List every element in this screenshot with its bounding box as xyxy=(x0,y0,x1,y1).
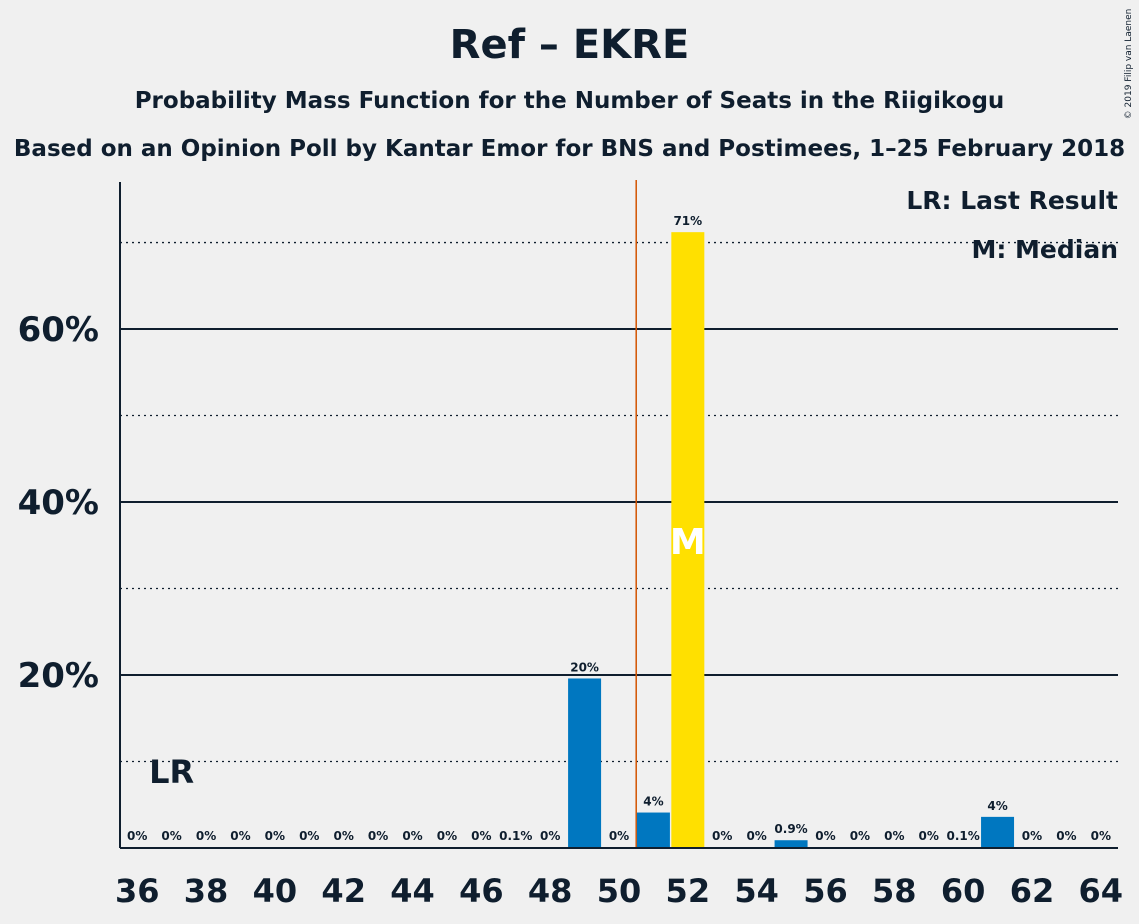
bar-seat-55 xyxy=(774,840,808,848)
data-label-seat-46: 0% xyxy=(471,829,491,843)
data-label-seat-38: 0% xyxy=(196,829,216,843)
x-tick-label-58: 58 xyxy=(872,872,917,910)
x-tick-label-60: 60 xyxy=(941,872,986,910)
data-label-seat-55: 0.9% xyxy=(774,822,807,836)
x-tick-label-50: 50 xyxy=(597,872,642,910)
data-label-seat-48: 0% xyxy=(540,829,560,843)
x-tick-label-36: 36 xyxy=(115,872,160,910)
bar-seat-51 xyxy=(636,812,670,848)
data-label-seat-44: 0% xyxy=(402,829,422,843)
data-label-seat-63: 0% xyxy=(1056,829,1076,843)
legend-last-result: LR: Last Result xyxy=(906,186,1118,215)
x-tick-label-56: 56 xyxy=(803,872,848,910)
data-label-seat-62: 0% xyxy=(1022,829,1042,843)
bar-seat-52 xyxy=(671,232,705,848)
data-labels: 0% 0% 0% 0% 0% 0% 0% 0% 0% 0% 0% 0.1% 0% 20% 0% 4% 71% 0%… xyxy=(127,214,1111,843)
chart-title: Ref – EKRE xyxy=(449,22,690,68)
data-label-seat-39: 0% xyxy=(230,829,250,843)
x-tick-label-54: 54 xyxy=(734,872,779,910)
y-tick-label-20: 20% xyxy=(18,656,99,696)
data-label-seat-49: 20% xyxy=(570,660,599,674)
data-label-seat-51: 4% xyxy=(643,795,663,809)
data-label-seat-42: 0% xyxy=(334,829,354,843)
grid-lines xyxy=(120,180,1118,848)
axes: 20% 40% 60% 36 38 40 42 44 46 48 50 52 54 56 58 60 62 64 xyxy=(18,182,1123,910)
data-label-seat-41: 0% xyxy=(299,829,319,843)
data-label-seat-53: 0% xyxy=(712,829,732,843)
data-label-seat-50: 0% xyxy=(609,829,629,843)
y-tick-label-60: 60% xyxy=(18,310,99,350)
bar-seat-49 xyxy=(568,678,602,848)
data-label-seat-37: 0% xyxy=(161,829,181,843)
last-result-marker: LR xyxy=(149,753,194,791)
x-tick-label-38: 38 xyxy=(184,872,229,910)
data-label-seat-54: 0% xyxy=(746,829,766,843)
x-tick-label-48: 48 xyxy=(528,872,573,910)
x-tick-label-46: 46 xyxy=(459,872,504,910)
x-tick-label-52: 52 xyxy=(666,872,711,910)
data-label-seat-58: 0% xyxy=(884,829,904,843)
x-tick-label-42: 42 xyxy=(321,872,366,910)
legend-median: M: Median xyxy=(971,235,1118,264)
data-label-seat-60: 0.1% xyxy=(946,829,979,843)
data-label-seat-36: 0% xyxy=(127,829,147,843)
y-tick-label-40: 40% xyxy=(18,483,99,523)
data-label-seat-59: 0% xyxy=(919,829,939,843)
x-tick-label-64: 64 xyxy=(1079,872,1124,910)
data-label-seat-40: 0% xyxy=(265,829,285,843)
x-tick-label-40: 40 xyxy=(253,872,298,910)
data-label-seat-45: 0% xyxy=(437,829,457,843)
x-tick-label-62: 62 xyxy=(1010,872,1055,910)
median-marker: M xyxy=(670,522,706,563)
data-label-seat-61: 4% xyxy=(987,799,1007,813)
data-label-seat-57: 0% xyxy=(850,829,870,843)
chart-subtitle: Probability Mass Function for the Number… xyxy=(134,88,1005,114)
data-label-seat-56: 0% xyxy=(815,829,835,843)
chart-source-subtitle: Based on an Opinion Poll by Kantar Emor … xyxy=(13,136,1126,162)
bar-seat-61 xyxy=(981,816,1015,848)
data-label-seat-64: 0% xyxy=(1091,829,1111,843)
bars xyxy=(499,232,1015,848)
data-label-seat-52: 71% xyxy=(673,214,702,228)
data-label-seat-47: 0.1% xyxy=(499,829,532,843)
x-tick-label-44: 44 xyxy=(390,872,435,910)
legend: LR: Last Result M: Median xyxy=(906,186,1118,264)
data-label-seat-43: 0% xyxy=(368,829,388,843)
